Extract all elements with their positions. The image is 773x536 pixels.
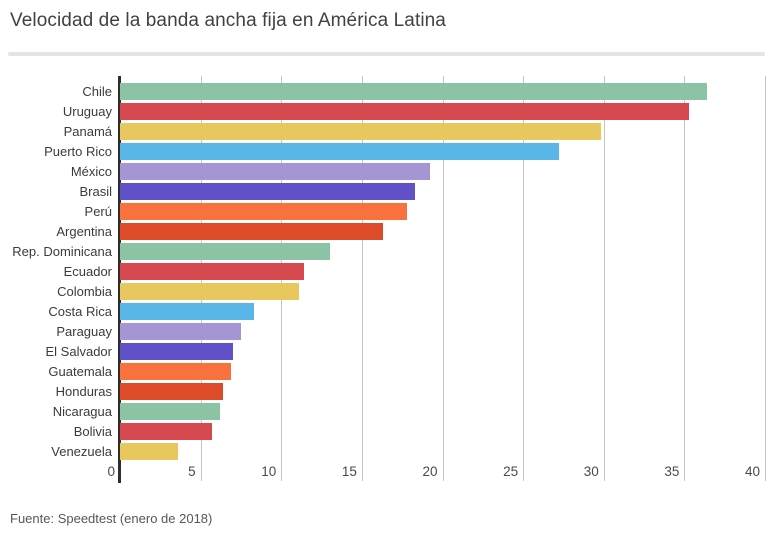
gridline-20 [442, 76, 444, 481]
bar-brasil [120, 183, 416, 200]
category-label-chile: Chile [82, 84, 112, 99]
x-tick-label-30: 30 [583, 464, 599, 479]
bar-honduras [120, 383, 224, 400]
bar-ecuador [120, 263, 304, 280]
x-tick-label-40: 40 [744, 464, 760, 479]
bar-guatemala [120, 363, 232, 380]
category-label-guatemala: Guatemala [48, 364, 112, 379]
category-label-nicaragua: Nicaragua [52, 404, 112, 419]
category-label-argentina: Argentina [56, 224, 112, 239]
plot-area: 0 5 10 15 20 25 30 35 40 Chile Uruguay Panamá Puerto… [12, 76, 766, 483]
bar-costa-rica [120, 303, 254, 320]
category-label-colombia: Colombia [57, 284, 112, 299]
category-label-bolivia: Bolivia [73, 424, 112, 439]
gridline-35 [684, 76, 686, 481]
x-tick-label-20: 20 [422, 464, 438, 479]
x-tick-label-25: 25 [503, 464, 519, 479]
category-label-rep-dominicana: Rep. Dominicana [12, 244, 112, 259]
gridline-15 [361, 76, 363, 481]
category-label-panama: Panamá [63, 124, 112, 139]
gridline-30 [603, 76, 605, 481]
chart-title: Velocidad de la banda ancha fija en Amér… [10, 10, 446, 31]
category-label-brasil: Brasil [79, 184, 112, 199]
x-tick-label-5: 5 [188, 464, 196, 479]
bar-peru [120, 203, 408, 220]
category-label-venezuela: Venezuela [51, 444, 112, 459]
bar-uruguay [120, 103, 690, 120]
bar-mexico [120, 163, 430, 180]
category-label-costa-rica: Costa Rica [48, 304, 112, 319]
bar-paraguay [120, 323, 241, 340]
x-tick-label-35: 35 [664, 464, 680, 479]
bar-colombia [120, 283, 299, 300]
category-label-ecuador: Ecuador [63, 264, 112, 279]
bar-venezuela [120, 443, 179, 460]
category-label-uruguay: Uruguay [62, 104, 112, 119]
title-divider [8, 52, 765, 56]
gridline-25 [523, 76, 525, 481]
x-tick-label-15: 15 [341, 464, 357, 479]
bar-nicaragua [120, 403, 220, 420]
gridline-40 [765, 76, 766, 481]
x-tick-label-10: 10 [261, 464, 277, 479]
category-label-paraguay: Paraguay [56, 324, 112, 339]
category-label-puerto-rico: Puerto Rico [44, 144, 112, 159]
x-tick-label-0: 0 [107, 464, 115, 479]
chart-area: 0 5 10 15 20 25 30 35 40 Chile Uruguay Panamá Puerto… [0, 76, 773, 496]
bar-chile [120, 83, 707, 100]
category-label-el-salvador: El Salvador [45, 344, 112, 359]
y-axis-line [118, 76, 121, 483]
category-label-mexico: México [70, 164, 112, 179]
bar-bolivia [120, 423, 212, 440]
bar-panama [120, 123, 601, 140]
bar-argentina [120, 223, 383, 240]
bar-puerto-rico [120, 143, 559, 160]
category-label-honduras: Honduras [55, 384, 112, 399]
category-label-peru: Perú [84, 204, 112, 219]
source-note: Fuente: Speedtest (enero de 2018) [10, 511, 213, 526]
bar-el-salvador [120, 343, 233, 360]
bar-rep-dominicana [120, 243, 330, 260]
